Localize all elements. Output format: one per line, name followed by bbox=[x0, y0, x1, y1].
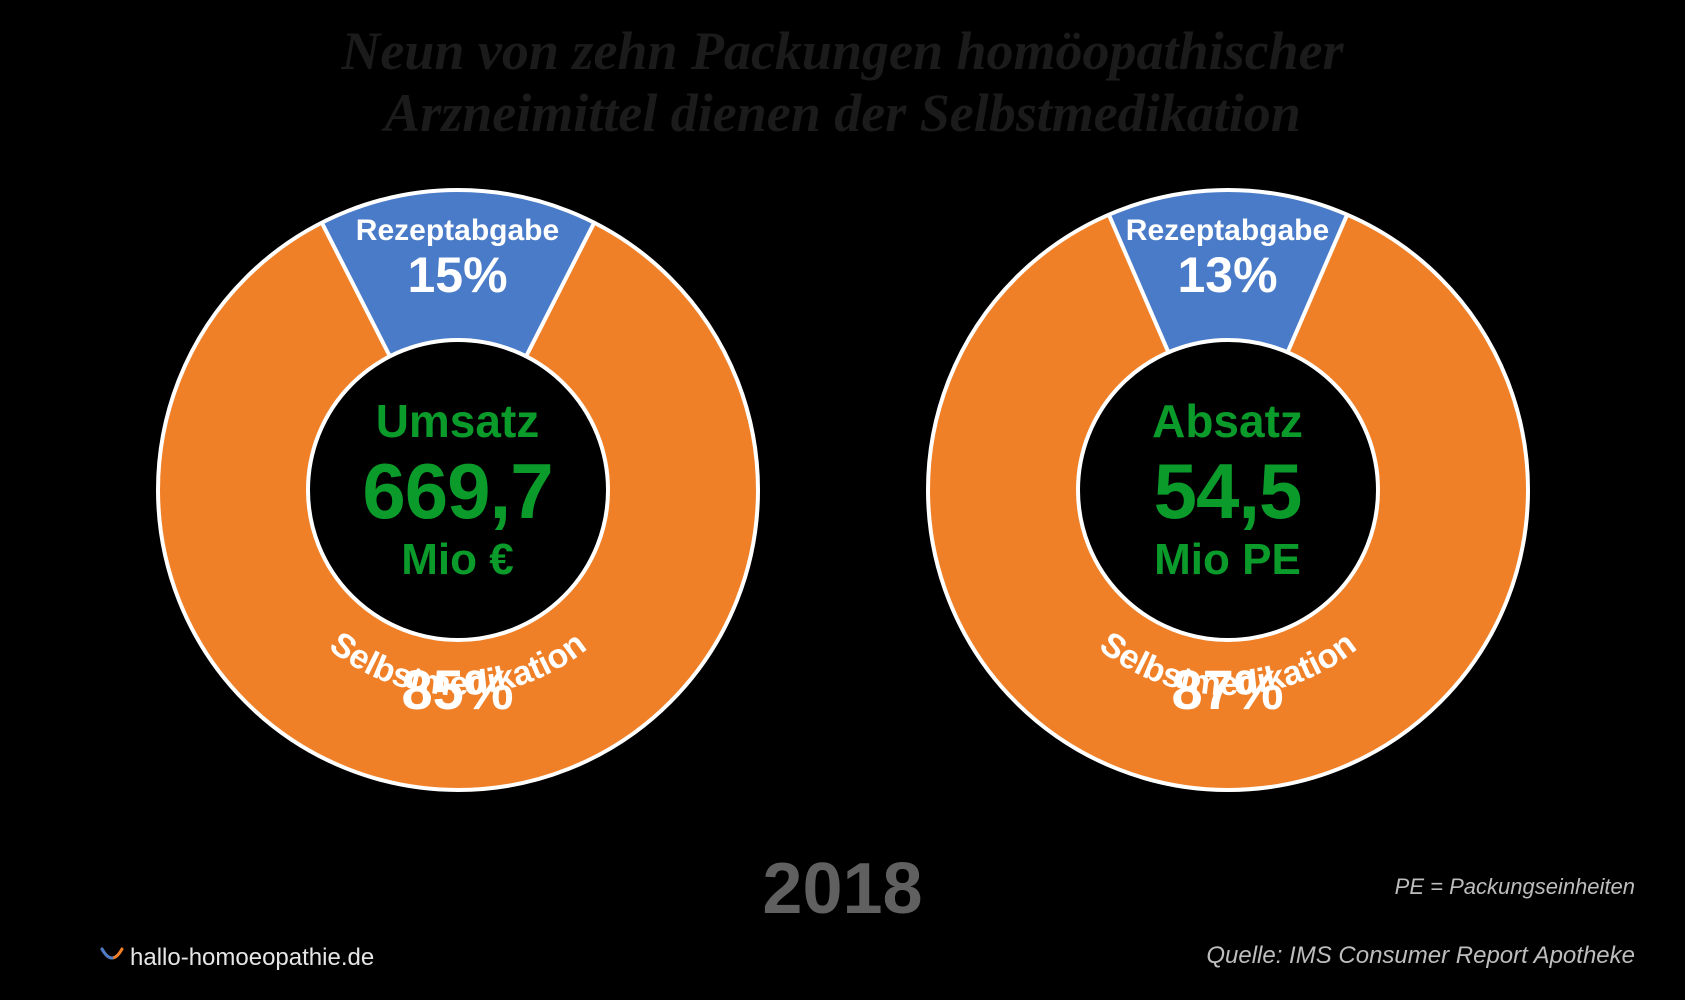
center-unit: Mio € bbox=[401, 537, 513, 583]
center-value: 54,5 bbox=[1154, 451, 1302, 533]
center-unit: Mio PE bbox=[1154, 537, 1301, 583]
small-slice-name: Rezeptabgabe bbox=[908, 214, 1548, 248]
center-label: Umsatz bbox=[376, 397, 540, 445]
title-line-2: Arzneimittel dienen der Selbstmedikation bbox=[0, 82, 1685, 144]
large-slice-pct-wrap: 87% bbox=[908, 657, 1548, 722]
large-slice-pct-wrap: 85% bbox=[138, 657, 778, 722]
small-slice-label: Rezeptabgabe13% bbox=[908, 214, 1548, 304]
brand-text: hallo-homoeopathie.de bbox=[130, 944, 374, 972]
donut-chart-umsatz: SelbstmedikationUmsatz669,7Mio €Rezeptab… bbox=[138, 170, 778, 810]
chart-title: Neun von zehn Packungen homöopathischer … bbox=[0, 0, 1685, 144]
large-slice-pct: 87% bbox=[908, 657, 1548, 722]
small-slice-pct: 15% bbox=[138, 246, 778, 304]
brand-footer: hallo-homoeopathie.de bbox=[100, 944, 374, 972]
small-slice-pct: 13% bbox=[908, 246, 1548, 304]
large-slice-pct: 85% bbox=[138, 657, 778, 722]
donut-chart-absatz: SelbstmedikationAbsatz54,5Mio PERezeptab… bbox=[908, 170, 1548, 810]
footnote-text: PE = Packungseinheiten bbox=[1395, 874, 1635, 900]
center-label: Absatz bbox=[1152, 397, 1303, 445]
charts-container: SelbstmedikationUmsatz669,7Mio €Rezeptab… bbox=[0, 170, 1685, 910]
title-line-1: Neun von zehn Packungen homöopathischer bbox=[0, 20, 1685, 82]
small-slice-name: Rezeptabgabe bbox=[138, 214, 778, 248]
source-text: Quelle: IMS Consumer Report Apotheke bbox=[1206, 942, 1635, 970]
small-slice-label: Rezeptabgabe15% bbox=[138, 214, 778, 304]
center-value: 669,7 bbox=[362, 451, 552, 533]
brand-icon bbox=[100, 945, 124, 971]
